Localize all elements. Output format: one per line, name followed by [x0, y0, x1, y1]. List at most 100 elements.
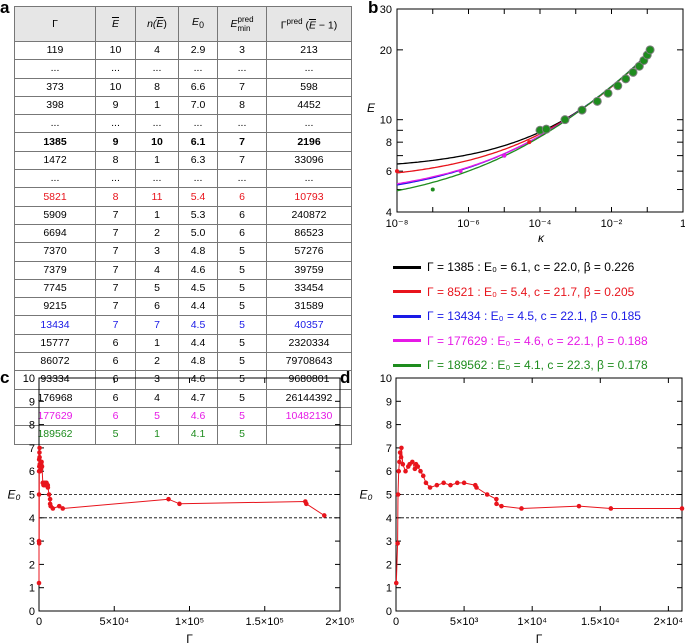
data-point-c	[36, 492, 42, 497]
legend-label: Γ = 1385 : E₀ = 6.1, c = 22.0, β = 0.226	[427, 260, 635, 275]
data-point-c	[304, 501, 309, 507]
data-point-c	[39, 464, 45, 469]
x-axis-label-c: Γ	[186, 632, 193, 643]
x-tick-label-c: 0	[36, 616, 42, 628]
data-point-b	[613, 81, 623, 91]
y-tick-label-d: 1	[386, 583, 392, 595]
x-tick-label-b: 10⁻⁶	[457, 218, 480, 230]
data-point-d	[519, 506, 524, 511]
y-tick-label-c: 10	[23, 373, 35, 385]
data-point-c	[177, 501, 182, 507]
data-point-d	[494, 501, 499, 507]
header-gamma-pred: Γpred (E − 1)	[266, 6, 352, 42]
data-point-b	[592, 96, 602, 106]
x-tick-label-c: 1.5×10⁵	[245, 616, 284, 628]
data-point-d	[393, 580, 399, 586]
data-point-d	[400, 461, 406, 467]
data-point-c	[37, 450, 42, 455]
table-cell: 86072	[14, 352, 96, 372]
x-tick-label-c: 5×10⁴	[99, 616, 129, 628]
legend-line-swatch	[393, 265, 421, 269]
data-point-d	[395, 541, 400, 546]
data-point-d	[415, 464, 421, 469]
data-point-c	[36, 541, 42, 546]
y-tick-label-c: 0	[29, 606, 35, 618]
data-point-c	[56, 503, 62, 509]
legend-entry: Γ = 1385 : E₀ = 6.1, c = 22.0, β = 0.226	[393, 255, 648, 280]
fit-curve	[396, 49, 652, 165]
table-row: 6694 7 2 5.0 6 86523	[14, 223, 352, 244]
x-tick-label-b: 10⁻²	[601, 218, 623, 230]
y-tick-label-d: 7	[386, 443, 392, 455]
x-tick-label-d: 1.5×10⁴	[581, 616, 620, 628]
y-tick-label-c: 1	[29, 583, 35, 595]
table-row: 13434 7 7 4.5 5 40357	[14, 315, 352, 335]
data-point-c	[47, 496, 53, 502]
y-axis-label-b: E	[367, 101, 376, 115]
table-row: 398 9 1 7.0 8 4452	[14, 95, 352, 116]
data-point-d	[461, 480, 467, 486]
data-point-d	[427, 485, 433, 490]
table-cell: 1	[135, 425, 179, 445]
y-tick-label-c: 2	[29, 559, 35, 571]
header-n-ebar: n(E)	[135, 6, 179, 42]
x-tick-label-d: 0	[393, 616, 399, 628]
y-tick-label-b: 20	[380, 45, 392, 57]
x-tick-label-d: 2×10⁴	[654, 616, 684, 628]
series-line-d	[395, 447, 682, 584]
x-tick-label-d: 5×10³	[450, 616, 479, 628]
data-point-d	[410, 459, 415, 465]
data-point-d	[395, 492, 401, 497]
panel-label-a: a	[0, 0, 10, 17]
table-cell: 31589	[266, 297, 352, 317]
data-point-b	[541, 124, 551, 134]
y-tick-label-b: 30	[380, 4, 392, 16]
data-point-d	[499, 503, 504, 509]
data-point-b	[502, 153, 507, 158]
table-row: ..................	[14, 59, 352, 79]
data-point-d	[608, 506, 614, 511]
data-point-d	[420, 473, 426, 479]
legend-line-swatch	[393, 290, 421, 294]
legend-entry: Γ = 8521 : E₀ = 5.4, c = 21.7, β = 0.205	[393, 280, 648, 305]
table-row: 373 10 8 6.6 7 598	[14, 77, 352, 97]
legend-line-swatch	[393, 339, 421, 343]
table-row: 1472 8 1 6.3 7 33096	[14, 150, 352, 171]
data-point-b	[645, 45, 655, 55]
legend-line-swatch	[393, 363, 421, 367]
y-tick-label-c: 4	[29, 513, 35, 525]
table-cell: 4452	[266, 95, 352, 116]
data-point-d	[418, 468, 423, 474]
y-tick-label-d: 4	[386, 513, 392, 525]
table-cell: 5.3	[178, 205, 218, 225]
fit-curve	[396, 51, 652, 185]
y-tick-label-c: 9	[29, 396, 35, 408]
table-row: 176968 6 4 4.7 5 26144392	[14, 388, 352, 408]
x-axis-label-d: Γ	[536, 632, 543, 643]
y-tick-label-d: 10	[380, 373, 392, 385]
y-tick-label-d: 0	[386, 606, 392, 618]
y-axis-label-c: E₀	[7, 488, 20, 502]
data-point-c	[36, 580, 42, 586]
table-cell: 4.5	[178, 278, 218, 299]
x-axis-label-b: κ	[538, 231, 545, 245]
results-table: Γ E n(E) E0 Epred min Γpred (E − 1) 119 10…	[14, 6, 352, 445]
y-tick-label-c: 3	[29, 536, 35, 548]
table-row: 189562 5 1 4.1 5	[14, 425, 352, 445]
plot-frame-b	[396, 8, 684, 213]
table-cell: 398	[14, 95, 96, 116]
table-row: ..................	[14, 169, 352, 189]
table-cell: 4.6	[178, 260, 218, 280]
data-point-d	[448, 482, 453, 488]
data-point-d	[441, 480, 446, 486]
legend-label: Γ = 189562 : E₀ = 4.1, c = 22.3, β = 0.1…	[427, 358, 648, 373]
data-point-c	[37, 454, 42, 460]
legend-label: Γ = 177629 : E₀ = 4.6, c = 22.1, β = 0.1…	[427, 333, 648, 348]
table-row: 1385 9 10 6.1 7 2196	[14, 132, 352, 152]
table-cell: 15777	[14, 333, 96, 354]
legend-label: Γ = 13434 : E₀ = 4.5, c = 22.1, β = 0.18…	[427, 309, 641, 324]
table-cell: 10482130	[266, 406, 352, 427]
data-point-d	[679, 506, 685, 511]
x-tick-label-b: 10⁻⁴	[529, 218, 552, 230]
